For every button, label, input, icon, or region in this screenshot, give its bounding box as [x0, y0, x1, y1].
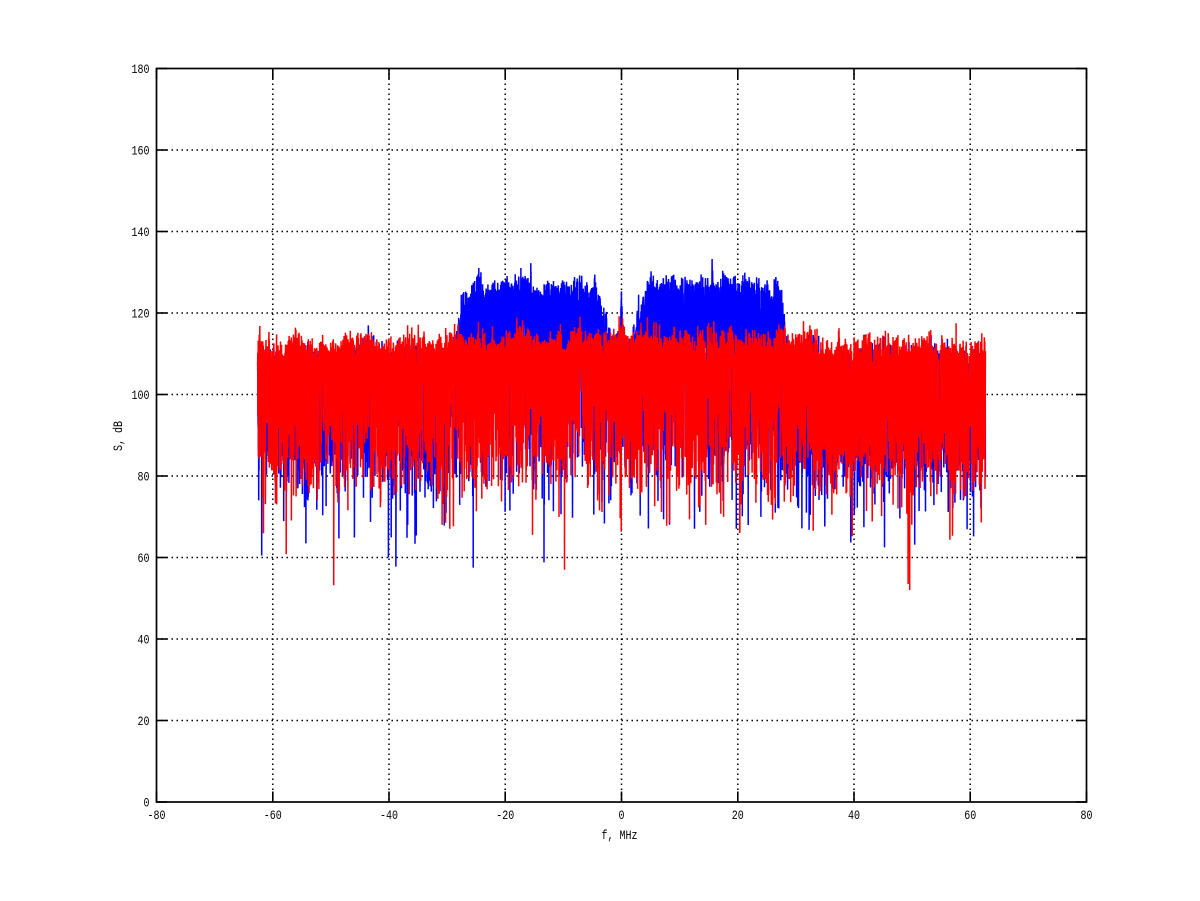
svg-text:140: 140 [132, 225, 150, 240]
svg-text:160: 160 [132, 144, 150, 159]
svg-text:20: 20 [138, 714, 150, 729]
svg-text:60: 60 [964, 808, 976, 823]
svg-text:80: 80 [1081, 808, 1093, 823]
svg-text:180: 180 [132, 62, 150, 77]
svg-text:60: 60 [138, 551, 150, 566]
svg-text:120: 120 [132, 307, 150, 322]
svg-text:100: 100 [132, 388, 150, 403]
svg-text:f, MHz: f, MHz [602, 828, 638, 843]
svg-text:0: 0 [144, 796, 150, 811]
svg-text:80: 80 [138, 470, 150, 485]
svg-text:0: 0 [619, 808, 625, 823]
svg-text:40: 40 [848, 808, 860, 823]
svg-text:20: 20 [732, 808, 744, 823]
svg-text:-40: -40 [380, 808, 398, 823]
svg-text:-20: -20 [496, 808, 514, 823]
svg-text:40: 40 [138, 633, 150, 648]
svg-text:S, dB: S, dB [111, 421, 126, 451]
svg-text:-60: -60 [264, 808, 282, 823]
svg-text:-80: -80 [148, 808, 166, 823]
